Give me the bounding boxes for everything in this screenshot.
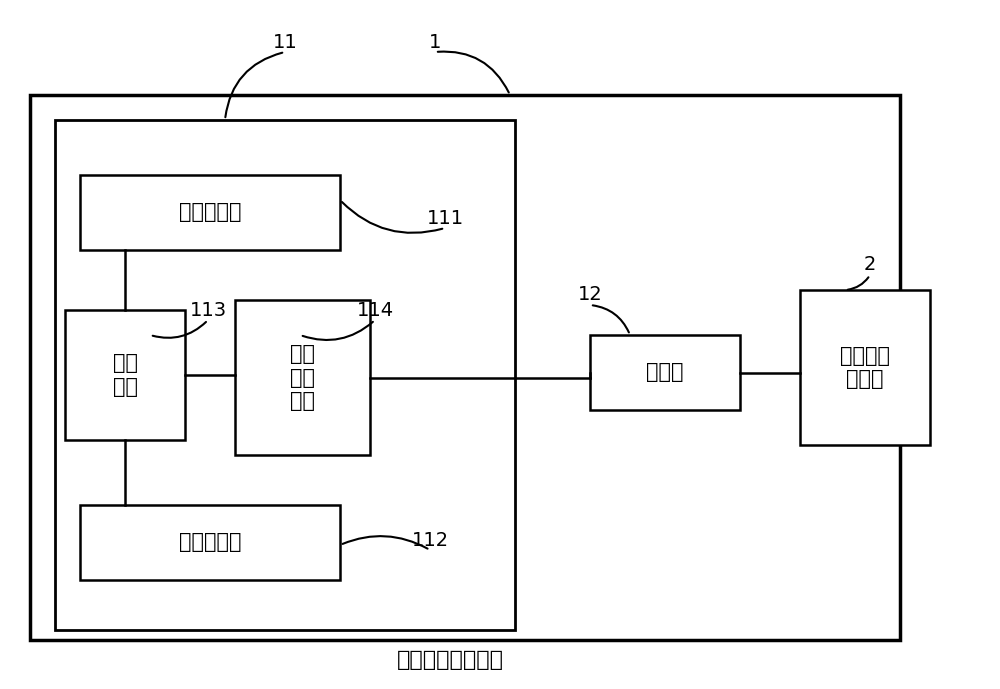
Bar	[590, 335, 740, 410]
Text: 113: 113	[189, 300, 227, 320]
Text: 三维重建
子系统: 三维重建 子系统	[840, 346, 890, 389]
Text: 112: 112	[411, 531, 449, 550]
Bar	[55, 120, 515, 630]
Text: 无线
通信
模块: 无线 通信 模块	[290, 344, 315, 411]
Bar	[30, 95, 900, 640]
Text: 1: 1	[429, 32, 441, 52]
Text: 114: 114	[356, 300, 394, 320]
Bar	[80, 175, 340, 250]
Bar	[235, 300, 370, 455]
Text: 微处
理器: 微处 理器	[112, 353, 138, 397]
Text: 第二电路板: 第二电路板	[179, 533, 241, 553]
Bar	[800, 290, 930, 445]
Text: 11: 11	[273, 32, 297, 52]
Bar	[65, 310, 185, 440]
Text: 12: 12	[578, 285, 602, 305]
Text: 111: 111	[426, 209, 464, 227]
Text: 分布式传感子系统: 分布式传感子系统	[396, 650, 504, 670]
Bar	[80, 505, 340, 580]
Text: 2: 2	[864, 256, 876, 274]
Text: 协调器: 协调器	[646, 362, 684, 382]
Text: 第一电路板: 第一电路板	[179, 203, 241, 223]
